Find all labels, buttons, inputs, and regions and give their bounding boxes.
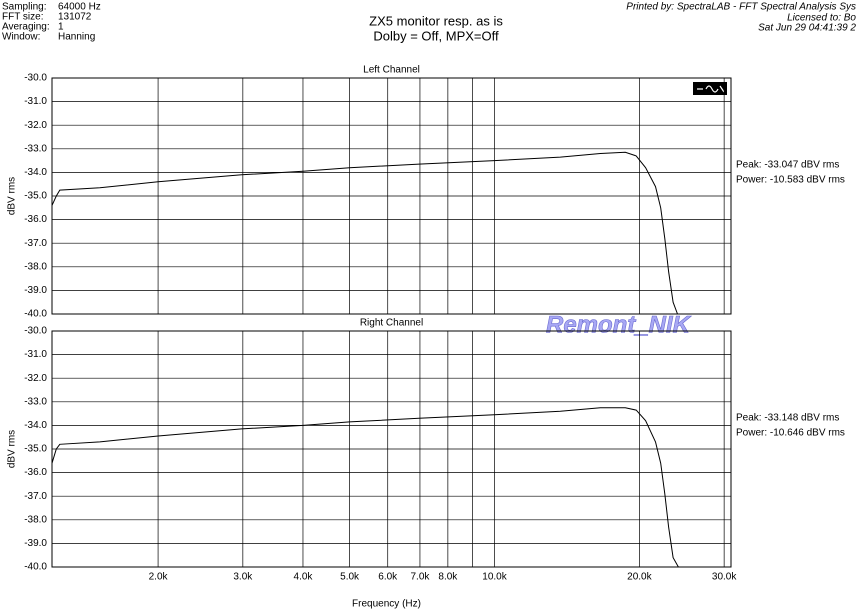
x-tick-label: 5.0k <box>340 572 360 583</box>
x-tick-label: 20.0k <box>627 572 652 583</box>
y-tick-label: -31.0 <box>24 96 47 107</box>
plot-frame <box>51 77 732 315</box>
info-label: Window: <box>2 32 40 43</box>
title: ZX5 monitor resp. as is <box>369 13 503 28</box>
x-tick-label: 3.0k <box>233 572 253 583</box>
info-value: 131072 <box>58 12 92 23</box>
x-tick-label: 30.0k <box>712 572 737 583</box>
print-date: Sat Jun 29 04:41:39 2 <box>758 23 856 34</box>
licensed-to: Licensed to: Bo <box>787 13 856 24</box>
watermark: Remont_NIK <box>546 311 692 338</box>
y-tick-label: -32.0 <box>24 120 47 131</box>
x-tick-label: 7.0k <box>410 572 430 583</box>
info-value: 64000 Hz <box>58 2 101 13</box>
info-value: 1 <box>58 22 64 33</box>
series-line <box>51 407 731 568</box>
y-tick-label: -40.0 <box>24 309 47 320</box>
x-axis-label: Frequency (Hz) <box>352 599 421 609</box>
y-tick-label: -30.0 <box>24 326 47 337</box>
y-tick-label: -38.0 <box>24 261 47 272</box>
info-value: Hanning <box>58 32 95 43</box>
chart-title: Right Channel <box>360 318 423 329</box>
subtitle: Dolby = Off, MPX=Off <box>373 28 499 43</box>
y-tick-label: -36.0 <box>24 467 47 478</box>
y-tick-label: -39.0 <box>24 285 47 296</box>
annotation: Peak: -33.148 dBV rms <box>736 413 839 424</box>
y-tick-label: -38.0 <box>24 514 47 525</box>
y-tick-label: -33.0 <box>24 143 47 154</box>
toolbar-icon <box>693 82 727 95</box>
y-tick-label: -39.0 <box>24 538 47 549</box>
x-tick-label: 10.0k <box>482 572 507 583</box>
y-tick-label: -37.0 <box>24 491 47 502</box>
y-tick-label: -32.0 <box>24 373 47 384</box>
y-tick-label: -34.0 <box>24 420 47 431</box>
x-tick-label: 6.0k <box>378 572 398 583</box>
y-tick-label: -35.0 <box>24 444 47 455</box>
y-tick-label: -35.0 <box>24 191 47 202</box>
y-tick-label: -37.0 <box>24 238 47 249</box>
series-line <box>51 151 678 315</box>
printed-by: Printed by: SpectraLAB - FFT Spectral An… <box>626 2 856 13</box>
y-tick-label: -40.0 <box>24 562 47 573</box>
chart-title: Left Channel <box>363 65 420 76</box>
y-tick-label: -30.0 <box>24 73 47 84</box>
x-tick-label: 4.0k <box>294 572 314 583</box>
info-label: Sampling: <box>2 2 46 13</box>
y-axis-label: dBV rms <box>7 177 18 215</box>
x-tick-label: 8.0k <box>438 572 458 583</box>
y-tick-label: -31.0 <box>24 349 47 360</box>
info-label: FFT size: <box>2 12 43 23</box>
plot-frame <box>51 330 732 568</box>
annotation: Peak: -33.047 dBV rms <box>736 160 839 171</box>
info-label: Averaging: <box>2 22 50 33</box>
annotation: Power: -10.583 dBV rms <box>736 175 845 186</box>
y-axis-label: dBV rms <box>7 430 18 468</box>
x-tick-label: 2.0k <box>149 572 169 583</box>
y-tick-label: -36.0 <box>24 214 47 225</box>
y-tick-label: -33.0 <box>24 396 47 407</box>
annotation: Power: -10.646 dBV rms <box>736 428 845 439</box>
y-tick-label: -34.0 <box>24 167 47 178</box>
